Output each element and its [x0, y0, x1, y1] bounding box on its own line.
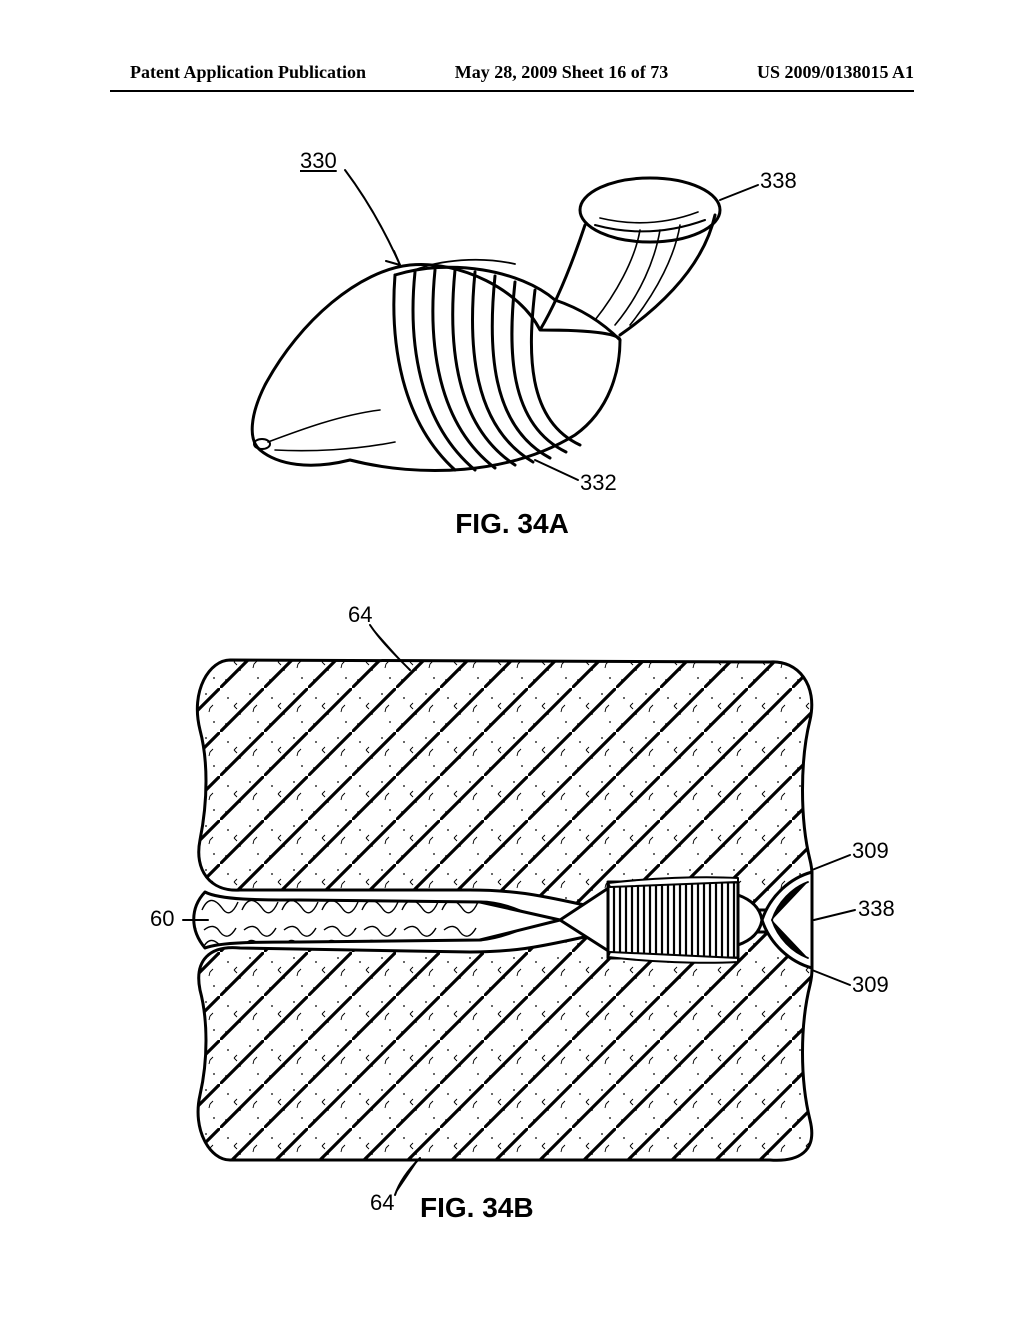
label-309-bot: 309: [852, 972, 889, 998]
fig-34b-caption: FIG. 34B: [420, 1192, 534, 1224]
label-64-bot: 64: [370, 1190, 394, 1216]
header-center: May 28, 2009 Sheet 16 of 73: [455, 62, 668, 83]
label-330: 330: [300, 148, 337, 174]
fig-34a-caption: FIG. 34A: [0, 508, 1024, 540]
page-header: Patent Application Publication May 28, 2…: [0, 62, 1024, 83]
label-332: 332: [580, 470, 617, 496]
label-309-top: 309: [852, 838, 889, 864]
label-60: 60: [150, 906, 174, 932]
page: Patent Application Publication May 28, 2…: [0, 0, 1024, 1320]
figure-34a: 330 338 332 FIG. 34A: [0, 130, 1024, 550]
header-rule: [110, 90, 914, 92]
header-right: US 2009/0138015 A1: [757, 62, 914, 83]
label-338-b: 338: [858, 896, 895, 922]
figure-34b: 64 60 309 338 309 64 FIG. 34B: [0, 600, 1024, 1240]
fig-34a-svg: [0, 130, 1024, 550]
header-left: Patent Application Publication: [130, 62, 366, 83]
label-338-a: 338: [760, 168, 797, 194]
label-64-top: 64: [348, 602, 372, 628]
